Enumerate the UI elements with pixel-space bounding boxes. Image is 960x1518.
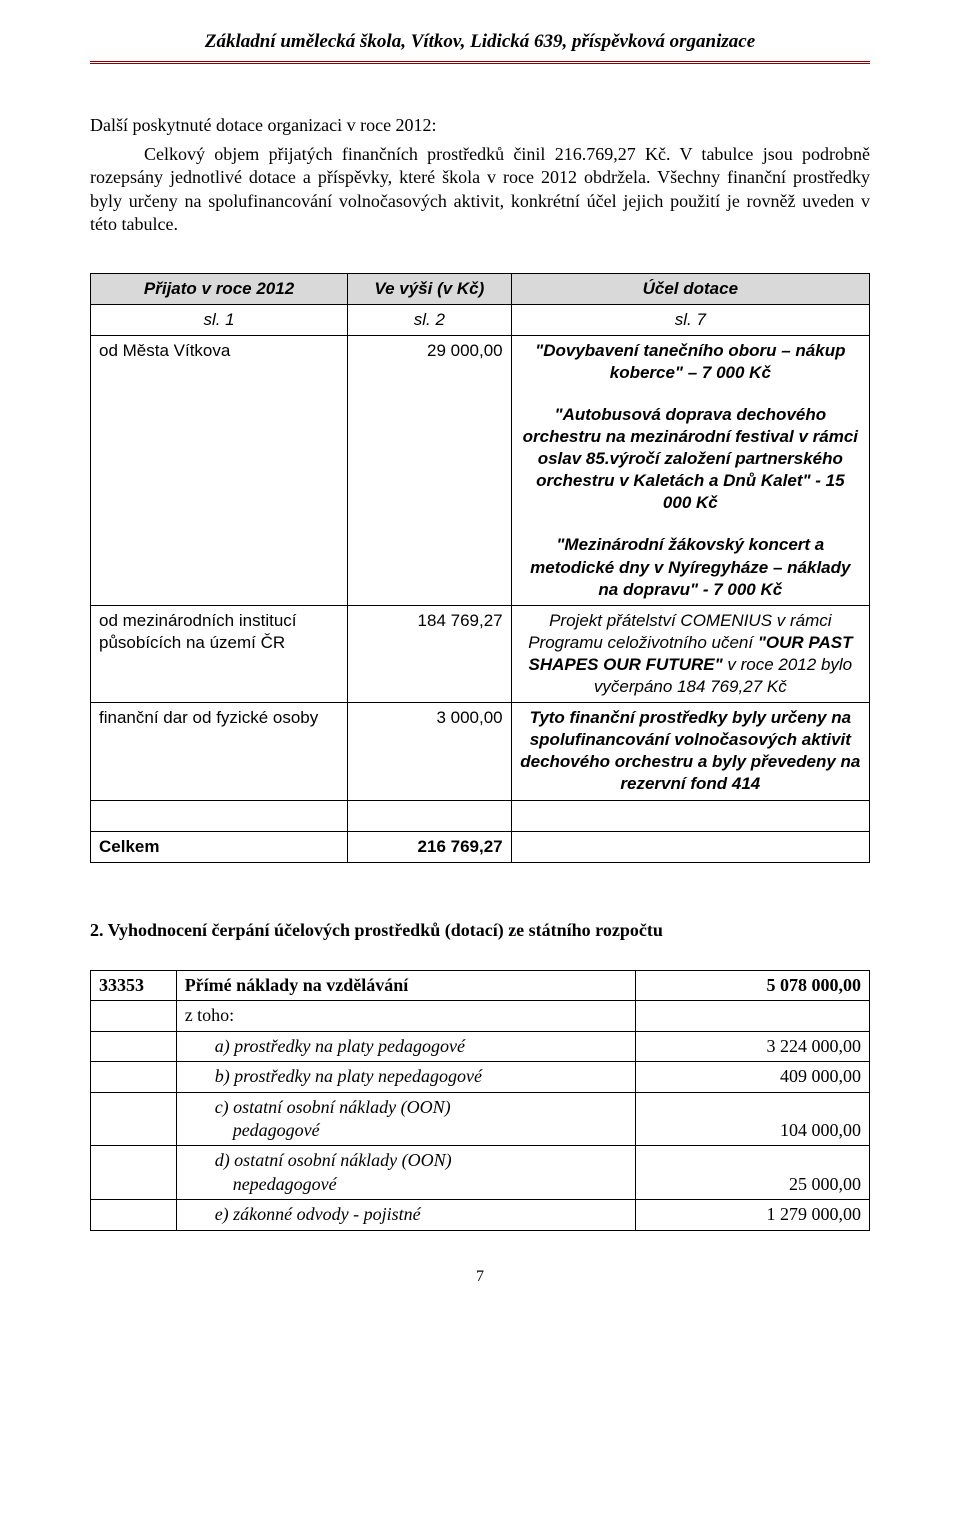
budget-sublabel: z toho: <box>176 1001 636 1031</box>
grants-row1-d1: "Dovybavení tanečního oboru – nákup kobe… <box>520 340 861 384</box>
section2-title: 2. Vyhodnocení čerpání účelových prostře… <box>90 919 870 942</box>
budget-title-amount: 5 078 000,00 <box>636 971 870 1001</box>
budget-sub-empty <box>636 1001 870 1031</box>
intro-line-2: Celkový objem přijatých finančních prost… <box>90 143 870 237</box>
grants-spacer-row <box>91 800 870 831</box>
budget-a-label: a) prostředky na platy pedagogové <box>176 1031 636 1061</box>
grants-subheader-row: sl. 1 sl. 2 sl. 7 <box>91 304 870 335</box>
budget-row-c: c) ostatní osobní náklady (OON) pedagogo… <box>91 1092 870 1146</box>
budget-code-empty-c <box>91 1092 177 1146</box>
grants-sub-c2: sl. 2 <box>348 304 512 335</box>
grants-row1-d3: "Mezinárodní žákovský koncert a metodick… <box>520 534 861 600</box>
intro-line-1: Další poskytnuté dotace organizaci v roc… <box>90 114 870 137</box>
budget-d-l2: nepedagogové <box>215 1173 337 1196</box>
budget-row-b: b) prostředky na platy nepedagogové 409 … <box>91 1062 870 1092</box>
budget-d-amount: 25 000,00 <box>636 1146 870 1200</box>
budget-code-empty-d <box>91 1146 177 1200</box>
spacer-c2 <box>348 800 512 831</box>
budget-code-empty-e <box>91 1200 177 1230</box>
grants-header-c1: Přijato v roce 2012 <box>91 273 348 304</box>
budget-code-empty-0 <box>91 1001 177 1031</box>
grants-header-c2: Ve výši (v Kč) <box>348 273 512 304</box>
budget-c-label: c) ostatní osobní náklady (OON) pedagogo… <box>176 1092 636 1146</box>
budget-d-label: d) ostatní osobní náklady (OON) nepedago… <box>176 1146 636 1200</box>
budget-c-l2: pedagogové <box>215 1119 320 1142</box>
grants-total-label: Celkem <box>91 831 348 862</box>
budget-e-label: e) zákonné odvody - pojistné <box>176 1200 636 1230</box>
grants-row-vitkov: od Města Vítkova 29 000,00 "Dovybavení t… <box>91 335 870 605</box>
grants-row-intl: od mezinárodních institucí působících na… <box>91 605 870 702</box>
budget-b-label: b) prostředky na platy nepedagogové <box>176 1062 636 1092</box>
grants-row3-amount: 3 000,00 <box>348 703 512 800</box>
grants-row3-desc: Tyto finanční prostředky byly určeny na … <box>511 703 869 800</box>
budget-table: 33353 Přímé náklady na vzdělávání 5 078 … <box>90 970 870 1231</box>
grants-row1-amount: 29 000,00 <box>348 335 512 605</box>
grants-row2-source: od mezinárodních institucí působících na… <box>91 605 348 702</box>
budget-row-sub: z toho: <box>91 1001 870 1031</box>
header-title: Základní umělecká škola, Vítkov, Lidická… <box>205 31 755 52</box>
page-header: Základní umělecká škola, Vítkov, Lidická… <box>90 30 870 64</box>
grants-row3-source: finanční dar od fyzické osoby <box>91 703 348 800</box>
grants-table: Přijato v roce 2012 Ve výši (v Kč) Účel … <box>90 273 870 863</box>
grants-total-row: Celkem 216 769,27 <box>91 831 870 862</box>
budget-c-amount: 104 000,00 <box>636 1092 870 1146</box>
grants-total-amount: 216 769,27 <box>348 831 512 862</box>
grants-row-donation: finanční dar od fyzické osoby 3 000,00 T… <box>91 703 870 800</box>
spacer-c3 <box>511 800 869 831</box>
grants-row2-desc: Projekt přátelství COMENIUS v rámci Prog… <box>511 605 869 702</box>
budget-b-amount: 409 000,00 <box>636 1062 870 1092</box>
grants-row1-desc: "Dovybavení tanečního oboru – nákup kobe… <box>511 335 869 605</box>
grants-sub-c1: sl. 1 <box>91 304 348 335</box>
budget-row-a: a) prostředky na platy pedagogové 3 224 … <box>91 1031 870 1061</box>
intro-section: Další poskytnuté dotace organizaci v roc… <box>90 114 870 237</box>
budget-e-amount: 1 279 000,00 <box>636 1200 870 1230</box>
grants-total-desc <box>511 831 869 862</box>
grants-sub-c3: sl. 7 <box>511 304 869 335</box>
budget-a-amount: 3 224 000,00 <box>636 1031 870 1061</box>
budget-code-empty-a <box>91 1031 177 1061</box>
spacer-c1 <box>91 800 348 831</box>
budget-row-d: d) ostatní osobní náklady (OON) nepedago… <box>91 1146 870 1200</box>
grants-header-row: Přijato v roce 2012 Ve výši (v Kč) Účel … <box>91 273 870 304</box>
budget-d-l1: d) ostatní osobní náklady (OON) <box>215 1150 452 1170</box>
budget-row-e: e) zákonné odvody - pojistné 1 279 000,0… <box>91 1200 870 1230</box>
budget-code: 33353 <box>91 971 177 1001</box>
budget-c-l1: c) ostatní osobní náklady (OON) <box>215 1097 451 1117</box>
grants-row1-source: od Města Vítkova <box>91 335 348 605</box>
budget-code-empty-b <box>91 1062 177 1092</box>
grants-row1-d2: "Autobusová doprava dechového orchestru … <box>520 404 861 514</box>
page-number: 7 <box>90 1267 870 1288</box>
grants-header-c3: Účel dotace <box>511 273 869 304</box>
grants-row2-amount: 184 769,27 <box>348 605 512 702</box>
budget-row-title: 33353 Přímé náklady na vzdělávání 5 078 … <box>91 971 870 1001</box>
budget-title: Přímé náklady na vzdělávání <box>176 971 636 1001</box>
